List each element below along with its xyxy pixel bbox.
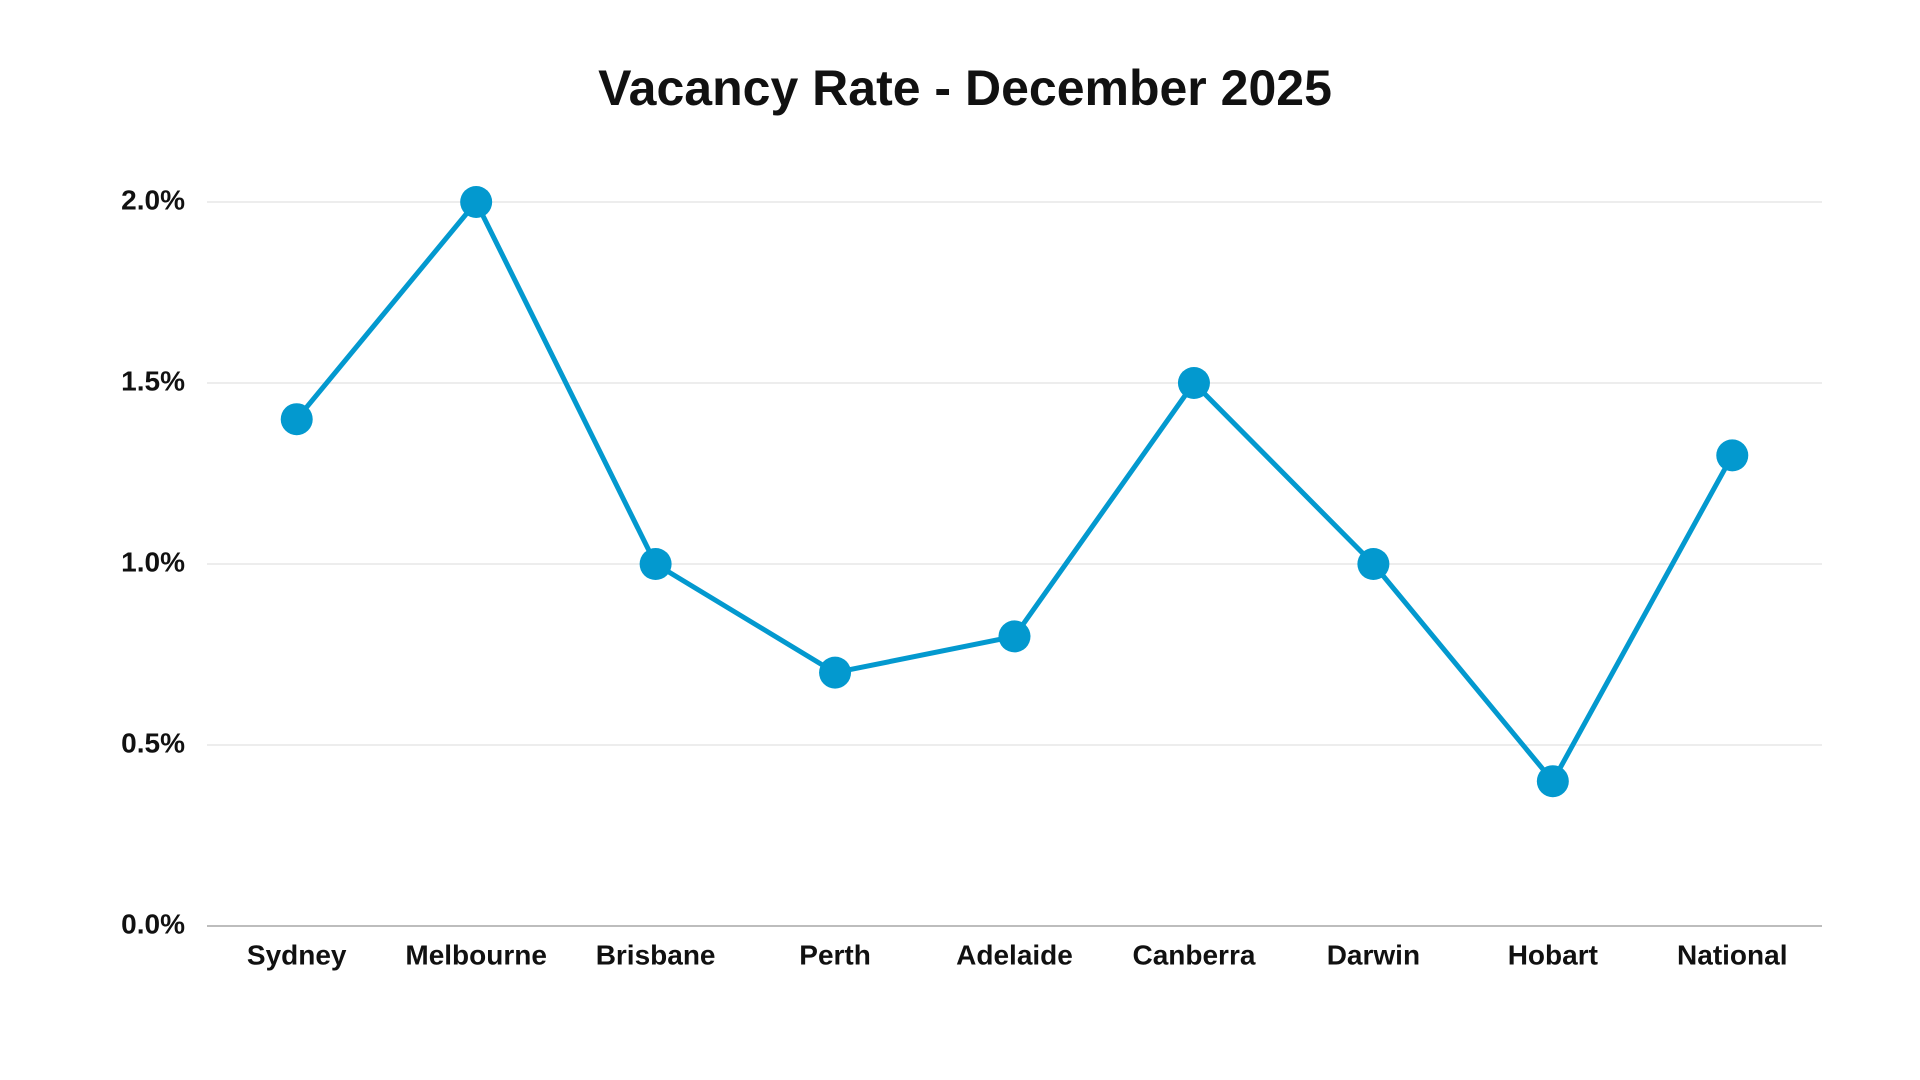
data-point	[819, 656, 852, 689]
data-point	[460, 186, 493, 218]
x-tick-label: Melbourne	[405, 939, 547, 970]
x-tick-label: Adelaide	[956, 939, 1073, 970]
y-tick-label: 0.0%	[121, 908, 185, 939]
x-tick-label: National	[1677, 939, 1787, 970]
data-point	[998, 620, 1031, 653]
y-tick-label: 2.0%	[121, 184, 185, 215]
data-point	[1177, 367, 1210, 399]
chart-title: Vacancy Rate - December 2025	[598, 60, 1332, 116]
data-point	[1716, 439, 1749, 472]
y-tick-label: 1.5%	[121, 365, 185, 396]
x-tick-label: Canberra	[1132, 939, 1255, 970]
y-tick-label: 0.5%	[121, 727, 185, 758]
x-tick-label: Hobart	[1508, 939, 1598, 970]
x-tick-label: Sydney	[247, 939, 347, 970]
x-tick-label: Perth	[799, 939, 871, 970]
x-tick-label: Darwin	[1327, 939, 1420, 970]
data-point	[1357, 548, 1390, 580]
x-tick-label: Brisbane	[596, 939, 716, 970]
y-tick-label: 1.0%	[121, 546, 185, 577]
data-point	[280, 403, 313, 436]
data-point	[639, 548, 672, 580]
data-point	[1536, 765, 1569, 798]
